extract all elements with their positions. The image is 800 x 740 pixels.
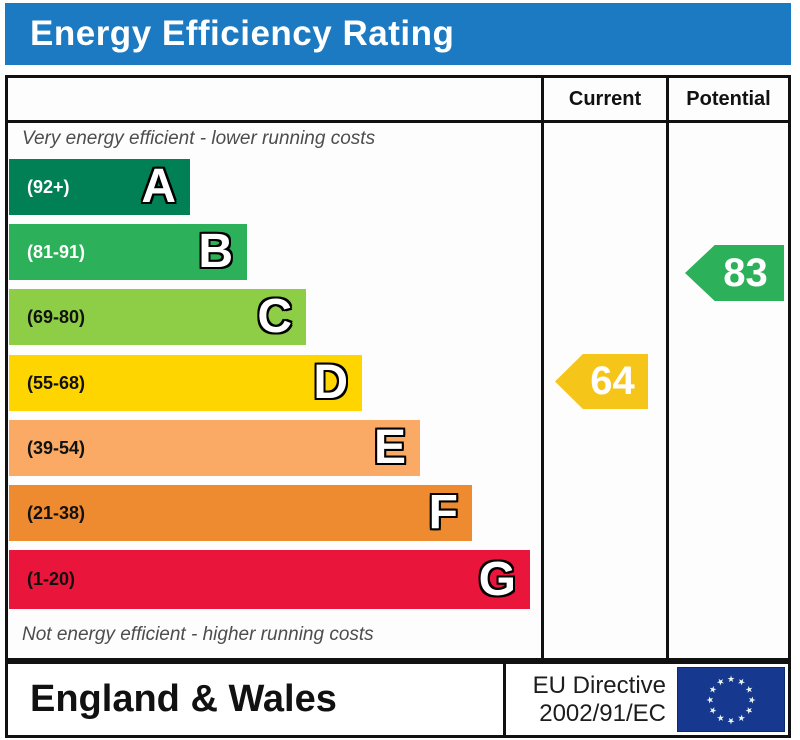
caption-very-efficient: Very energy efficient - lower running co… — [22, 128, 376, 149]
footer: England & Wales EU Directive 2002/91/EC … — [5, 661, 791, 738]
band-f-letter: F — [428, 486, 458, 539]
band-g: (1-20) G — [9, 550, 530, 609]
band-d-letter: D — [313, 356, 348, 409]
band-d: (55-68) D — [9, 355, 362, 411]
band-f-range: (21-38) — [27, 502, 86, 523]
band-e-letter: E — [373, 421, 406, 474]
eu-directive-line2: 2002/91/EC — [539, 700, 666, 727]
band-c-range: (69-80) — [27, 306, 86, 327]
potential-value: 83 — [723, 250, 768, 295]
header-divider — [8, 120, 788, 123]
band-a-range: (92+) — [27, 176, 70, 197]
band-e: (39-54) E — [9, 420, 420, 476]
caption-not-efficient: Not energy efficient - higher running co… — [22, 624, 374, 645]
region-label: England & Wales — [30, 678, 337, 720]
potential-marker: 83 — [685, 245, 784, 301]
band-c-letter: C — [257, 290, 292, 343]
band-a: (92+) A — [9, 159, 190, 215]
band-g-letter: G — [478, 552, 516, 606]
current-value: 64 — [590, 359, 635, 403]
eu-star-icon: ★ — [726, 673, 736, 684]
eu-directive-line1: EU Directive — [532, 672, 666, 699]
column-divider-potential — [666, 78, 669, 658]
eu-directive-label: EU Directive 2002/91/EC — [533, 672, 666, 728]
band-f: (21-38) F — [9, 485, 472, 541]
column-header-potential: Potential — [686, 88, 771, 110]
band-b-letter: B — [198, 225, 233, 278]
band-c: (69-80) C — [9, 289, 306, 345]
rating-table: Current Potential Very energy efficient … — [5, 75, 791, 661]
band-g-range: (1-20) — [27, 569, 76, 589]
band-b: (81-91) B — [9, 224, 247, 280]
band-a-letter: A — [141, 160, 176, 213]
column-divider-current — [541, 78, 544, 658]
band-e-range: (39-54) — [27, 437, 86, 458]
band-d-range: (55-68) — [27, 372, 86, 393]
current-marker: 64 — [555, 354, 648, 409]
page-title: Energy Efficiency Rating — [30, 14, 455, 53]
title-bar: Energy Efficiency Rating — [5, 3, 791, 65]
column-header-current: Current — [568, 88, 642, 110]
footer-divider — [503, 664, 506, 735]
eu-flag-icon: ★ ★ ★ ★ ★ ★ ★ ★ ★ ★ ★ ★ — [677, 667, 785, 732]
band-b-range: (81-91) — [27, 241, 86, 262]
